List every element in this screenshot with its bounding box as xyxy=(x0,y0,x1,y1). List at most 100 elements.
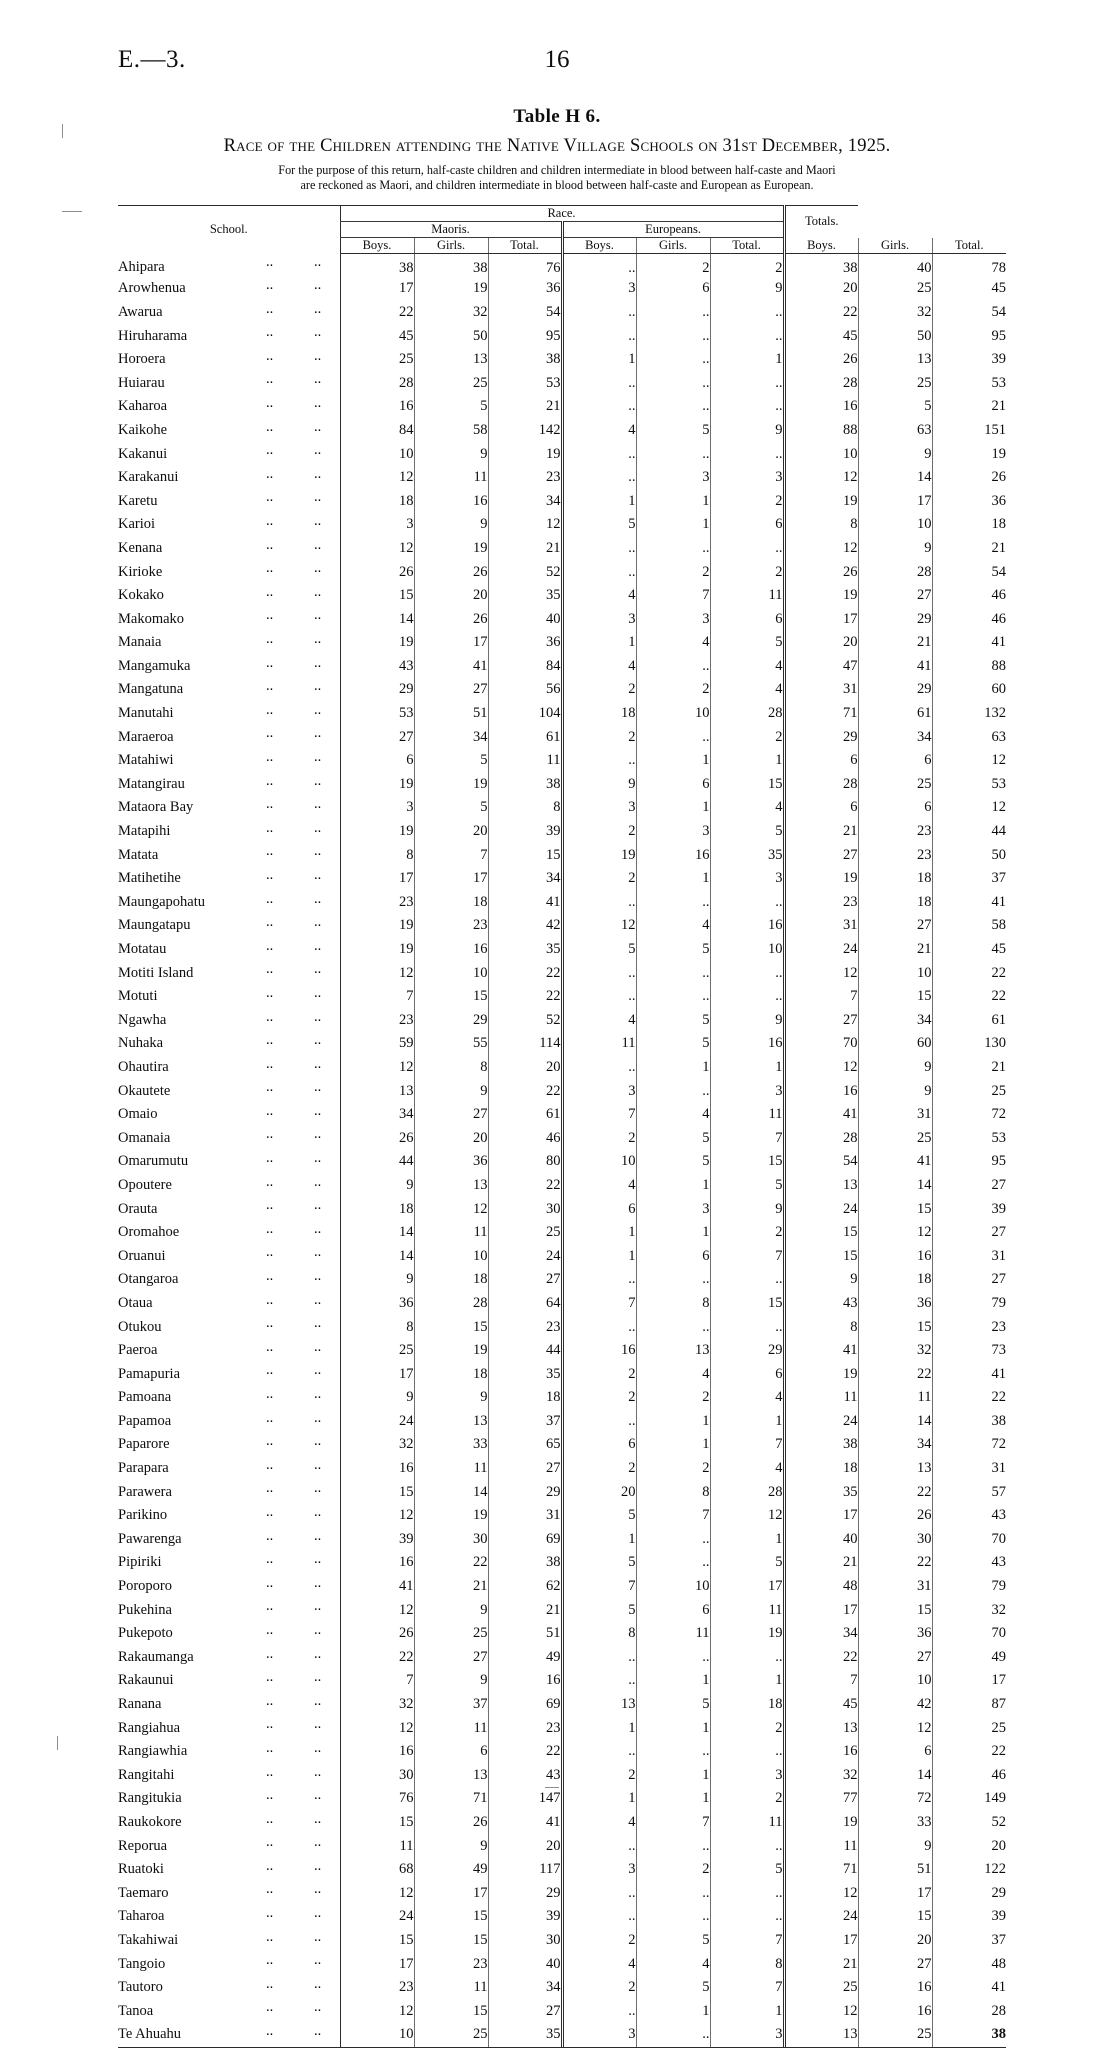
school-name: Motuti xyxy=(118,988,158,1005)
cell-maori-girls: 16 xyxy=(413,937,488,962)
cell-european-girls: 10 xyxy=(635,1574,710,1599)
table-row: Rangiahua.... 12 11 23 1 1 2 13 12 25 xyxy=(118,1716,1007,1740)
cell-maori-girls: 19 xyxy=(413,536,488,561)
cell-totals-total: 39 xyxy=(931,1197,1007,1221)
cell-totals-boys: 17 xyxy=(782,1598,859,1622)
cell-maori-total: 40 xyxy=(487,1952,562,1976)
cell-maori-girls: 5 xyxy=(413,748,488,773)
cell-maori-total: 27 xyxy=(487,1456,562,1481)
school-name: Okautete xyxy=(118,1082,171,1099)
table-row: Oruanui.... 14 10 24 1 6 7 15 16 31 xyxy=(118,1244,1007,1269)
cell-maori-total: 52 xyxy=(487,560,562,584)
leader-dots: .. xyxy=(314,1692,322,1709)
cell-totals-total: 70 xyxy=(931,1527,1007,1552)
cell-maori-total: 22 xyxy=(487,1079,562,1103)
cell-european-total: .. xyxy=(709,984,785,1009)
cell-maori-girls: 17 xyxy=(413,631,488,655)
cell-totals-girls: 15 xyxy=(857,1598,933,1622)
cell-european-girls: .. xyxy=(635,1079,710,1103)
leader-dots: .. xyxy=(314,1716,322,1733)
cell-maori-girls: 6 xyxy=(413,1739,488,1764)
leader-dots: .. xyxy=(314,1810,322,1827)
cell-totals-girls: 20 xyxy=(857,1928,933,1953)
cell-european-total: 4 xyxy=(709,654,785,679)
cell-maori-total: 34 xyxy=(487,489,562,514)
cell-totals-boys: 12 xyxy=(782,1999,859,2024)
school-name-cell: Tanoa.... xyxy=(118,1999,340,2023)
cell-maori-girls: 9 xyxy=(413,1598,488,1622)
cell-maori-girls: 71 xyxy=(413,1787,488,1811)
cell-totals-boys: 8 xyxy=(782,513,859,537)
column-header-maori-girls: Girls. xyxy=(413,237,488,254)
cell-european-boys: 2 xyxy=(560,1456,636,1481)
school-name-cell: Reporua.... xyxy=(118,1834,340,1858)
school-name-cell: Kenana.... xyxy=(118,537,340,561)
cell-maori-girls: 34 xyxy=(413,725,488,749)
cell-maori-girls: 10 xyxy=(413,961,488,985)
leader-dots: .. xyxy=(266,1102,274,1119)
cell-maori-boys: 12 xyxy=(339,1598,414,1622)
cell-totals-total: 27 xyxy=(931,1268,1007,1292)
leader-dots: .. xyxy=(314,607,322,624)
cell-totals-total: 22 xyxy=(931,1739,1007,1764)
cell-maori-total: 80 xyxy=(487,1150,562,1174)
cell-totals-girls: 25 xyxy=(857,2023,933,2047)
cell-totals-boys: 35 xyxy=(782,1480,859,1504)
cell-european-boys: 3 xyxy=(560,607,636,631)
leader-dots: .. xyxy=(314,1598,322,1615)
cell-european-girls: 4 xyxy=(635,631,710,655)
cell-maori-boys: 13 xyxy=(339,1079,414,1103)
table-row: Kirioke.... 26 26 52.. 2 2 26 28 54 xyxy=(118,560,1007,584)
cell-maori-boys: 25 xyxy=(339,347,414,372)
leader-dots: .. xyxy=(266,1173,274,1190)
cell-maori-total: 56 xyxy=(487,678,562,702)
cell-maori-boys: 8 xyxy=(339,843,414,867)
cell-european-girls: 6 xyxy=(635,772,710,797)
cell-totals-total: 21 xyxy=(931,395,1007,419)
cell-totals-girls: 21 xyxy=(857,631,933,655)
leader-dots: .. xyxy=(314,347,322,364)
cell-european-boys: .. xyxy=(560,1645,636,1670)
cell-maori-girls: 27 xyxy=(413,1645,488,1670)
cell-totals-boys: 32 xyxy=(782,1763,859,1788)
cell-totals-girls: 16 xyxy=(857,1999,933,2024)
school-name-cell: Pawarenga.... xyxy=(118,1528,340,1552)
leader-dots: .. xyxy=(314,1126,322,1143)
table-row: Kaharoa.... 16 5 21...... 16 5 21 xyxy=(118,395,1007,419)
cell-maori-boys: 16 xyxy=(339,1551,414,1575)
cell-european-girls: 7 xyxy=(635,1810,710,1835)
school-name-cell: Mataora Bay.... xyxy=(118,796,340,820)
school-name-cell: Parikino.... xyxy=(118,1504,340,1528)
table-row: Karakanui.... 12 11 23.. 3 3 12 14 26 xyxy=(118,465,1007,490)
leader-dots: .. xyxy=(314,442,322,459)
cell-maori-girls: 49 xyxy=(413,1857,488,1882)
cell-totals-girls: 34 xyxy=(857,1433,933,1457)
cell-european-girls: 7 xyxy=(635,583,710,608)
cell-european-girls: .. xyxy=(635,371,710,396)
cell-maori-total: 23 xyxy=(487,1315,562,1339)
cell-maori-total: 117 xyxy=(487,1857,562,1882)
cell-maori-girls: 26 xyxy=(413,1810,488,1835)
cell-european-boys: 8 xyxy=(560,1621,636,1646)
leader-dots: .. xyxy=(266,583,274,600)
leader-dots: .. xyxy=(314,843,322,860)
leader-dots: .. xyxy=(266,701,274,718)
leader-dots: .. xyxy=(266,1480,274,1497)
cell-european-girls: 5 xyxy=(635,418,710,443)
cell-totals-boys: 18 xyxy=(782,1456,859,1481)
cell-totals-boys: 15 xyxy=(782,1220,859,1245)
cell-totals-boys: 9 xyxy=(782,1268,859,1292)
cell-european-boys: 6 xyxy=(560,1433,636,1457)
leader-dots: .. xyxy=(314,1787,322,1804)
cell-totals-girls: 6 xyxy=(857,748,933,773)
cell-maori-girls: 25 xyxy=(413,2023,488,2047)
cell-maori-boys: 16 xyxy=(339,1456,414,1481)
cell-european-total: .. xyxy=(709,300,785,325)
cell-maori-boys: 12 xyxy=(339,961,414,985)
cell-maori-girls: 12 xyxy=(413,1197,488,1221)
table-row: Parawera.... 15 14 29 20 8 28 35 22 57 xyxy=(118,1480,1007,1504)
cell-maori-girls: 11 xyxy=(413,1975,488,2000)
school-name-cell: Ahipara.... xyxy=(118,254,340,278)
leader-dots: .. xyxy=(266,1621,274,1638)
cell-totals-girls: 61 xyxy=(857,701,933,726)
